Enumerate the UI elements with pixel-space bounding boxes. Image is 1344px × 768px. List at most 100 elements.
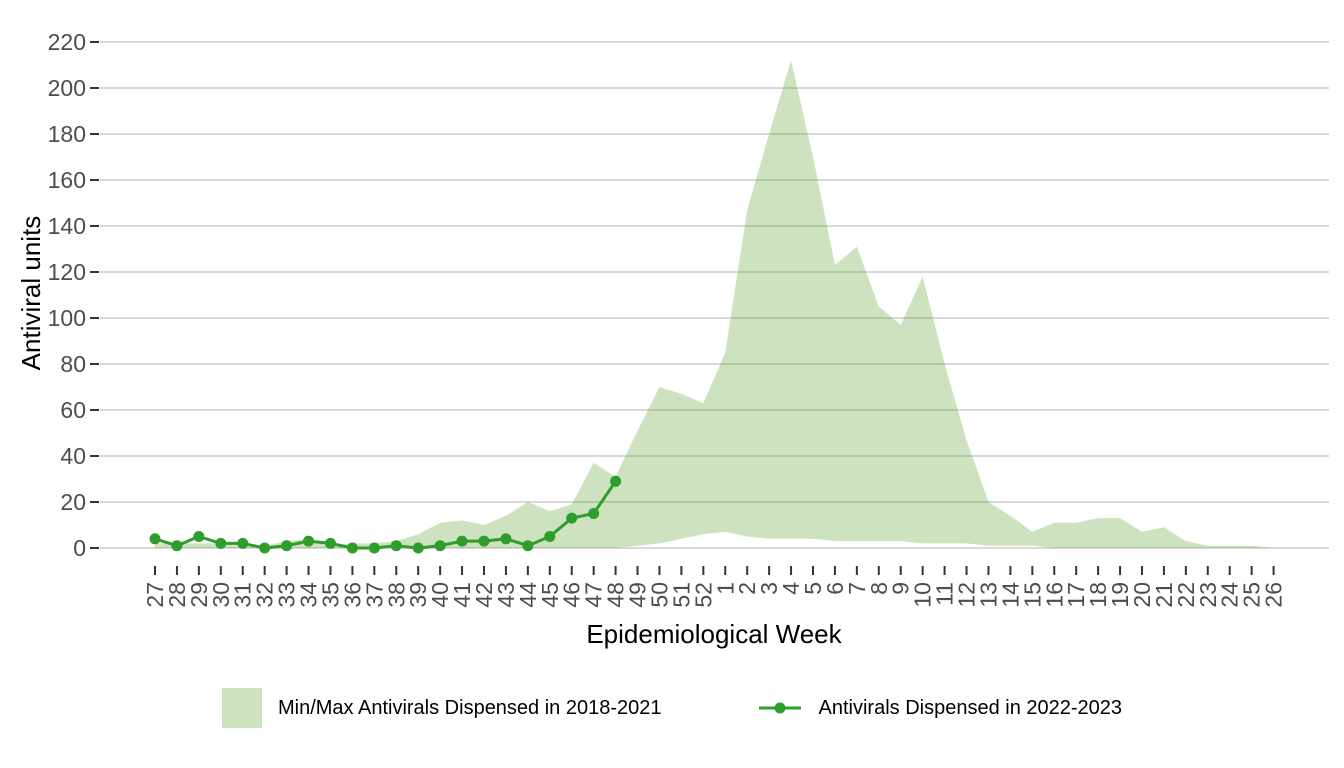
x-tick-label: 48 [603,582,629,608]
x-tick-label: 28 [164,582,190,608]
x-tick-label: 22 [1173,582,1199,608]
data-point [588,508,600,519]
series-group [149,475,622,554]
data-point [412,542,424,554]
line-marker-icon [758,702,801,714]
x-tick-label: 7 [844,582,870,595]
x-tick-label: 1 [712,582,738,595]
y-tick-label: 60 [60,397,86,423]
x-tick-label: 20 [1129,582,1155,608]
data-point [500,533,512,545]
y-tick-label: 100 [48,305,86,331]
x-tick-label: 9 [888,582,914,595]
y-axis-title: Antiviral units [16,216,46,371]
x-tick-label: 46 [559,582,585,608]
data-point [522,540,534,552]
x-tick-label: 18 [1085,582,1111,608]
y-tick-label: 80 [60,351,86,377]
x-tick-label: 52 [690,582,716,608]
data-point [259,542,271,554]
data-point [368,542,380,554]
data-point [171,540,183,552]
x-tick-label: 43 [493,582,519,608]
legend-label-band: Min/Max Antivirals Dispensed in 2018-202… [277,696,662,719]
x-tick-label: 12 [954,582,980,608]
x-tick-label: 40 [427,582,453,608]
x-tick-label: 2 [734,582,760,595]
x-tick-label: 8 [866,582,892,595]
x-tick-label: 36 [339,582,365,608]
x-tick-label: 13 [975,582,1001,608]
y-tick-label: 40 [60,443,86,469]
band-swatch-icon [221,688,262,728]
legend: Min/Max Antivirals Dispensed in 2018-202… [0,684,1344,732]
axes-group: 0204060801001201401601802002202728293031… [48,29,1287,608]
data-point [566,512,578,524]
data-point [303,535,315,547]
x-tick-label: 31 [230,582,256,608]
data-point [456,535,468,547]
x-tick-label: 47 [581,582,607,608]
data-point [390,540,402,552]
data-point [434,540,446,552]
data-point [237,537,249,549]
x-tick-label: 45 [537,582,563,608]
x-tick-label: 17 [1063,582,1089,608]
data-point [346,542,358,554]
x-tick-label: 27 [142,582,168,608]
y-tick-label: 180 [48,121,86,147]
gridlines-group [100,41,1329,549]
x-tick-label: 39 [405,582,431,608]
x-tick-label: 30 [208,582,234,608]
y-tick-label: 160 [48,167,86,193]
data-point [281,540,293,552]
x-tick-label: 33 [274,582,300,608]
plot-canvas: 0204060801001201401601802002202728293031… [16,29,1329,649]
legend-label-line: Antivirals Dispensed in 2022-2023 [818,696,1123,719]
x-tick-label: 4 [778,582,804,595]
data-point [149,533,161,545]
x-tick-label: 41 [449,582,475,608]
x-tick-label: 16 [1041,582,1067,608]
band-group [155,60,1274,549]
x-tick-label: 15 [1019,582,1045,608]
y-tick-label: 120 [48,259,86,285]
data-point [193,531,205,542]
x-tick-label: 19 [1107,582,1133,608]
x-tick-label: 25 [1239,582,1265,608]
x-tick-label: 42 [471,582,497,608]
x-tick-label: 6 [822,582,848,595]
x-tick-label: 11 [932,582,958,606]
x-tick-label: 24 [1217,582,1243,608]
x-tick-label: 38 [383,582,409,608]
line-2022-2023 [154,480,617,550]
data-point [324,537,336,549]
data-point [215,537,227,549]
x-tick-label: 35 [317,582,343,608]
x-tick-label: 10 [910,582,936,608]
y-tick-label: 20 [60,489,86,515]
x-axis-title: Epidemiological Week [586,619,842,649]
x-tick-label: 26 [1261,582,1287,608]
x-tick-label: 3 [756,582,782,595]
data-point [478,535,490,547]
data-point [610,475,622,487]
x-tick-label: 14 [997,582,1023,608]
legend-item-band: Min/Max Antivirals Dispensed in 2018-202… [221,688,662,728]
x-tick-label: 34 [296,582,322,608]
x-tick-label: 51 [668,582,694,608]
x-tick-label: 29 [186,582,212,608]
x-tick-label: 21 [1151,582,1177,608]
y-tick-label: 200 [48,75,86,101]
legend-item-line: Antivirals Dispensed in 2022-2023 [757,696,1123,720]
x-tick-label: 32 [252,582,278,608]
y-tick-label: 140 [48,213,86,239]
x-tick-label: 50 [646,582,672,608]
x-tick-label: 37 [361,582,387,608]
x-tick-label: 44 [515,582,541,608]
x-tick-label: 23 [1195,582,1221,608]
data-point [544,531,556,542]
x-tick-label: 49 [625,582,651,608]
x-tick-label: 5 [800,582,826,595]
